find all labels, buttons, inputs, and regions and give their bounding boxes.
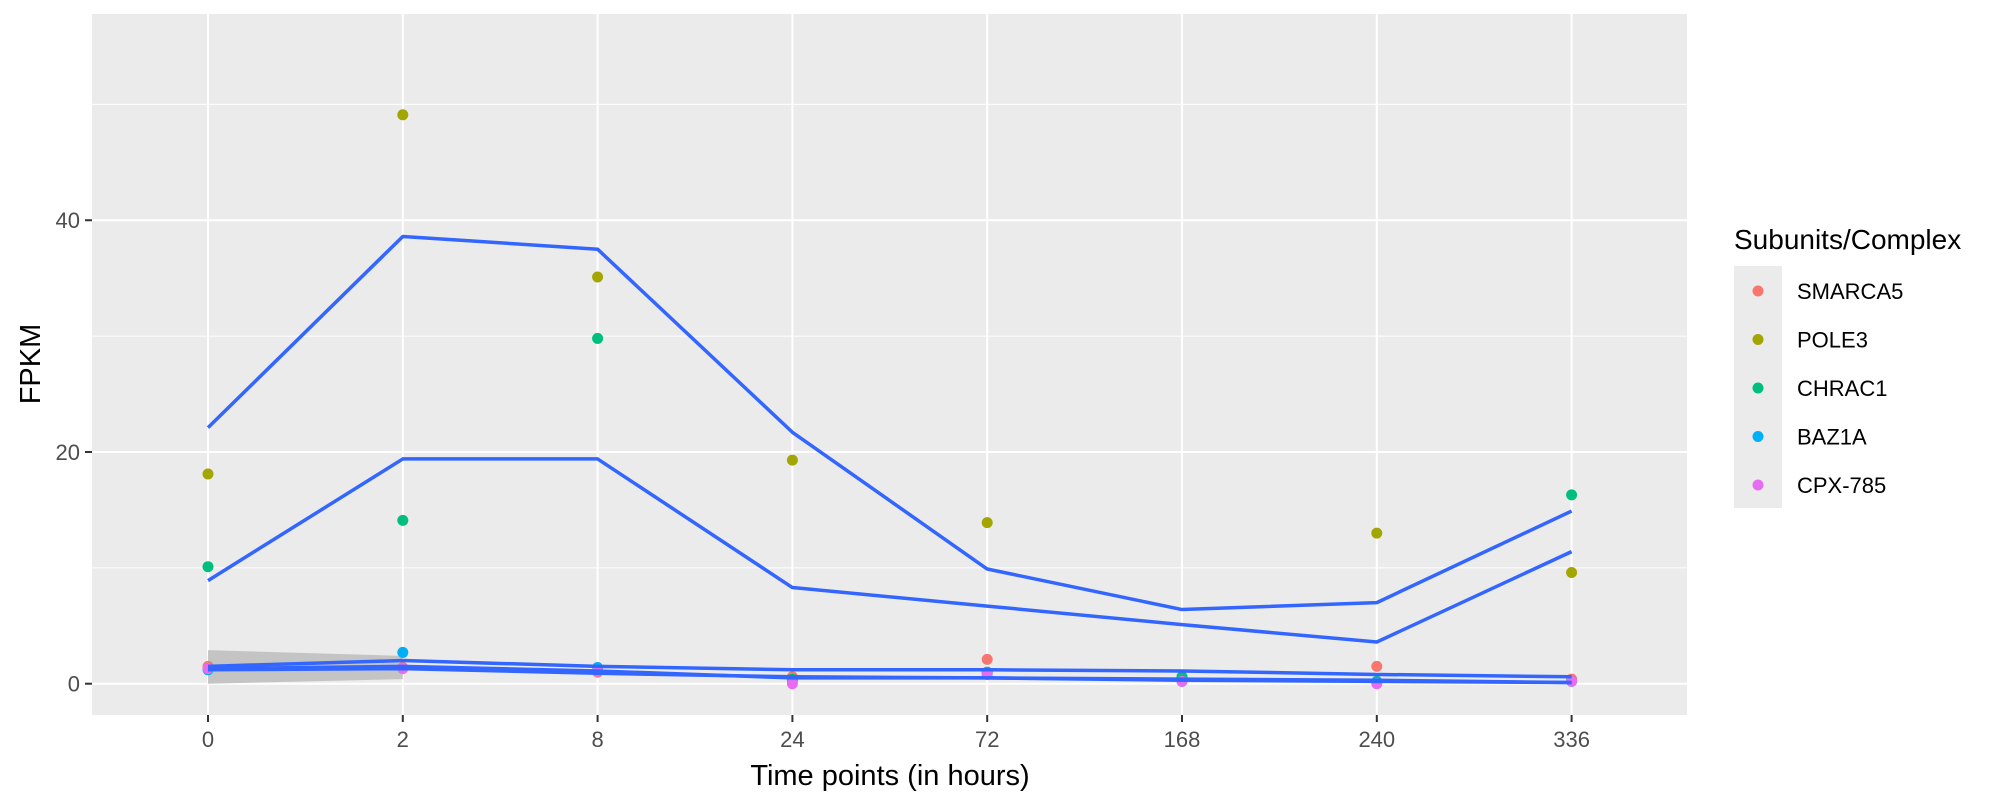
point-chrac1: [592, 332, 604, 344]
y-tick-label: 40: [56, 208, 80, 233]
point-pole3: [981, 517, 993, 529]
grid-minor: [92, 103, 1687, 569]
legend: Subunits/Complex SMARCA5 POLE3 CHRAC1 BAZ1A…: [1734, 224, 1961, 508]
x-tick-label: 24: [780, 727, 804, 752]
legend-key-chrac1: [1752, 382, 1764, 394]
point-pole3: [397, 109, 409, 121]
fit-line: [207, 457, 1573, 644]
point-chrac1: [202, 561, 214, 573]
legend-key-baz1a: [1752, 431, 1764, 442]
x-axis: 0 2 8 24 72 168 240 336: [202, 715, 1590, 752]
grid-major: [92, 14, 1687, 715]
point-smarca5: [981, 653, 993, 665]
point-baz1a: [397, 646, 409, 658]
x-tick-label: 72: [975, 727, 999, 752]
fit-line: [207, 666, 1572, 685]
point-pole3: [1371, 527, 1383, 539]
point-chrac1: [397, 514, 409, 526]
x-tick-label: 168: [1164, 727, 1201, 752]
y-axis: 0 20 40: [56, 208, 92, 697]
point-pole3: [202, 468, 214, 480]
fit-line: [207, 658, 1572, 679]
x-tick-label: 0: [202, 727, 214, 752]
x-tick-label: 8: [591, 727, 603, 752]
point-chrac1: [1566, 489, 1578, 501]
point-cpx-785: [786, 678, 798, 690]
x-tick-label: 240: [1358, 727, 1395, 752]
y-tick-label: 0: [68, 672, 80, 697]
point-smarca5: [1371, 660, 1383, 672]
x-tick-label: 336: [1553, 727, 1590, 752]
legend-label: BAZ1A: [1797, 425, 1867, 450]
legend-label: CHRAC1: [1797, 376, 1887, 401]
legend-title: Subunits/Complex: [1734, 224, 1961, 255]
x-tick-label: 2: [397, 727, 409, 752]
legend-key-pole3: [1752, 334, 1764, 345]
fit-lines-layer: [206, 234, 1573, 685]
point-pole3: [786, 454, 798, 466]
legend-items: SMARCA5 POLE3 CHRAC1 BAZ1A CPX-785: [1752, 279, 1903, 498]
legend-label: POLE3: [1797, 328, 1868, 353]
legend-label: CPX-785: [1797, 473, 1886, 498]
point-pole3: [592, 271, 604, 283]
legend-key-cpx-785: [1752, 479, 1764, 491]
legend-label: SMARCA5: [1797, 279, 1903, 304]
point-pole3: [1566, 566, 1578, 578]
y-axis-title: FPKM: [15, 324, 47, 405]
legend-key-smarca5: [1752, 285, 1764, 297]
y-tick-label: 20: [56, 440, 80, 465]
fit-line: [206, 234, 1573, 612]
x-axis-title: Time points (in hours): [750, 760, 1029, 792]
